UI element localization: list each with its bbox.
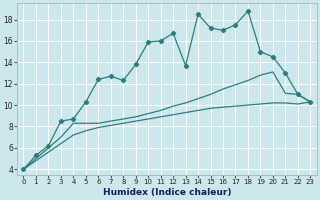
X-axis label: Humidex (Indice chaleur): Humidex (Indice chaleur): [103, 188, 231, 197]
